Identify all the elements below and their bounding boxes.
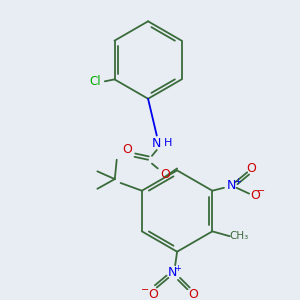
Text: O: O (246, 162, 256, 175)
Text: −: − (257, 186, 265, 196)
Text: CH₃: CH₃ (230, 231, 249, 241)
Text: N: N (168, 266, 177, 280)
Text: +: + (234, 176, 241, 185)
Text: O: O (250, 189, 260, 202)
Text: +: + (175, 264, 182, 273)
Text: O: O (160, 168, 170, 181)
Text: N: N (152, 137, 161, 150)
Text: O: O (122, 142, 132, 156)
Text: O: O (189, 288, 199, 300)
Text: O: O (148, 288, 158, 300)
Text: −: − (141, 285, 149, 296)
Text: Cl: Cl (89, 75, 101, 88)
Text: H: H (164, 138, 172, 148)
Text: N: N (227, 179, 236, 192)
